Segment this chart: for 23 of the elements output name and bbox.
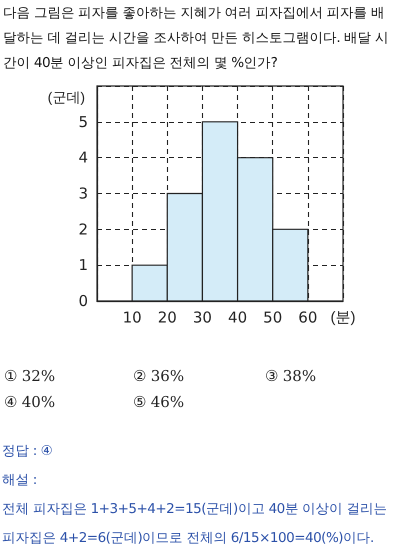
y-axis-title: (군데) [48,89,85,105]
x-tick-label: 10 [122,308,142,326]
x-tick-label: 20 [158,308,177,326]
y-tick-label: 1 [78,256,88,274]
y-tick-label: 3 [78,184,88,202]
chart-title: 다음 그림은 피자를 좋아하는 지혜가 여러 피자집에서 피자를 배달하는 데 걸리는 시간을 조사하여 만든 히스토그램이다. 배달 시간이 40분 이상인 피자집은 전체의 몇 %인가? [3,4,390,73]
y-tick-label: 4 [78,148,88,167]
x-tick-label: 50 [263,308,282,326]
x-axis-title: (분) [330,309,356,326]
text: ② 36% [133,366,186,386]
text: 전체 피자집은 1+3+5+4+2=15(군데)이고 40분 이상이 걸리는 피자집은 4+2=6(군데)이므로 전체의 6/15×100=40(%)이다. [2,500,388,548]
text: ① 32% [4,366,56,386]
x-tick-label: 40 [228,308,248,326]
text: ④ 40% [4,392,56,412]
text: 해설 : [2,471,38,490]
y-tick-label: 2 [78,220,88,238]
x-tick-label: 60 [298,308,318,326]
y-tick-label: 5 [78,112,88,131]
y-tick-label: 0 [78,292,88,310]
text: ⑤ 46% [133,392,186,412]
x-tick-label: 30 [192,308,212,326]
text: 정답 : ④ [2,442,54,461]
text: ③ 38% [265,366,316,386]
